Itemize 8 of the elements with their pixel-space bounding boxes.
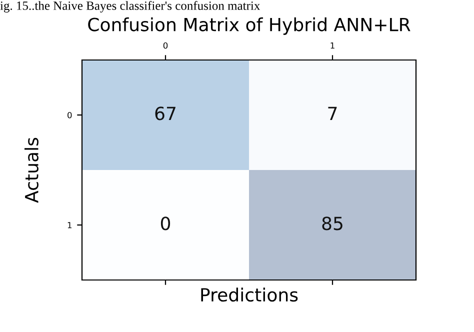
- text: ig. 15..the Naive Bayes classifier's confusion matrix: [0, 1, 260, 12]
- data-label: 7: [328, 106, 337, 120]
- data-label: 0: [160, 216, 170, 230]
- y-axis-title: Actuals: [24, 138, 38, 203]
- x-axis-title: Predictions: [201, 288, 298, 302]
- chart-title: Confusion Matrix of Hybrid ANN+LR: [88, 17, 410, 35]
- data-label: 85: [322, 216, 342, 230]
- data-label: 67: [155, 106, 176, 120]
